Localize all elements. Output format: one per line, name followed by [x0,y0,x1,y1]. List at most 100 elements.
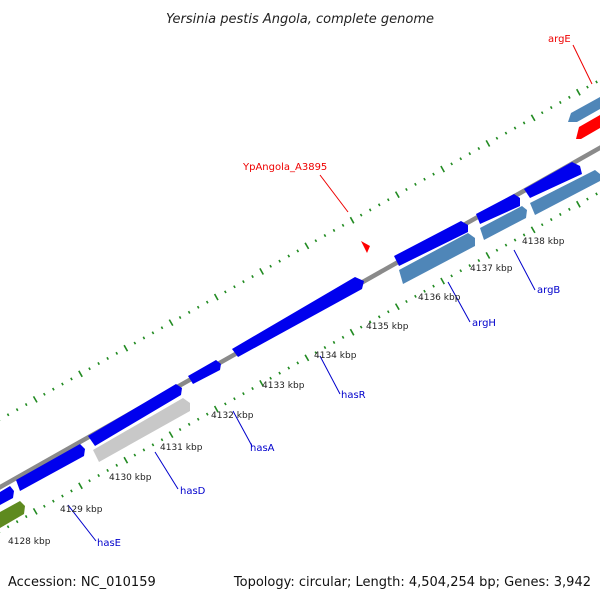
scale-tick [287,254,291,258]
kbp-label: 4132 kbp [211,411,254,421]
scale-tick [242,392,245,396]
scale-tick [468,152,472,156]
kbp-label: 4134 kbp [314,351,357,361]
scale-tick [595,192,598,196]
scale-tick [251,275,254,279]
scale-tick [513,126,517,130]
gene-label-argB[interactable]: argB [537,285,560,296]
feature-gene-hasE[interactable] [0,501,25,528]
scale-tick [540,111,544,115]
kbp-label: 4130 kbp [109,473,152,483]
leader-hasA [232,410,253,447]
gene-label-argE[interactable]: argE [548,34,571,45]
feature-gene-steel-1[interactable] [530,170,600,215]
scale-tick [522,121,526,125]
scale-tick [61,382,64,386]
gene-label-hasD[interactable]: hasD [180,486,206,497]
scale-tick [504,131,508,135]
scale-tick [32,395,38,403]
scale-tick [485,252,491,259]
feature-gene-blue-3[interactable] [394,221,468,266]
scale-tick [440,165,445,173]
scale-tick [386,310,390,314]
scale-tick [88,479,91,483]
scale-tick [151,443,155,447]
scale-tick [43,504,46,508]
gene-label-ypangola-a3895[interactable]: YpAngola_A3895 [242,162,327,173]
feature-gene-argB[interactable] [480,206,527,240]
scale-tick [477,259,481,263]
scale-tick [341,223,345,227]
scale-tick [586,197,589,201]
scale-tick [224,402,227,406]
scale-tick [88,367,91,371]
scale-tick [70,377,73,381]
scale-tick [178,428,182,431]
scale-tick [341,335,345,339]
scale-tick [97,474,100,478]
scale-tick [61,494,64,498]
feature-gene-blue-2[interactable] [476,194,520,224]
gene-label-hasE[interactable]: hasE [97,538,121,549]
scale-tick [296,249,300,253]
scale-tick [468,264,472,268]
scale-tick [405,299,408,304]
scale-tick [142,336,146,340]
scale-tick [196,305,200,309]
scale-tick [450,274,453,278]
leader-hasR [319,355,341,395]
scale-tick [78,370,83,378]
scale-tick [485,140,491,147]
feature-marker-ypangola-a3895[interactable] [361,241,370,253]
scale-tick [160,438,164,442]
kbp-label: 4129 kbp [60,505,103,515]
gene-label-hasR[interactable]: hasR [341,390,366,401]
scale-tick [595,80,598,84]
feature-gene-blue-7[interactable] [16,444,85,491]
scale-tick [459,157,463,161]
scale-tick [168,431,174,439]
scale-tick [368,320,372,324]
kbp-label: 4131 kbp [160,443,203,453]
scale-tick [133,453,137,457]
scale-tick [133,341,137,345]
feature-gene-hasR[interactable] [232,277,364,357]
scale-tick [251,387,254,391]
kbp-label: 4138 kbp [522,237,565,247]
scale-tick [106,356,109,360]
scale-tick [414,182,417,186]
scale-tick [224,290,227,294]
feature-gene-hasD[interactable] [93,398,190,462]
scale-tick [70,489,73,493]
scale-tick [52,499,55,503]
scale-tick [269,264,272,268]
scale-tick [450,162,453,166]
scale-tick [332,228,336,232]
feature-argE-lower[interactable] [576,115,600,139]
scale-tick [32,507,38,515]
scale-tick [513,238,517,242]
scale-tick [530,226,536,234]
inner-tick-track [0,192,598,533]
gene-label-hasA[interactable]: hasA [250,443,275,454]
feature-gene-blue-1[interactable] [524,162,582,198]
feature-gene-argH[interactable] [399,233,475,284]
feature-gene-blue-5[interactable] [188,360,221,384]
scale-tick [97,362,100,366]
scale-tick [549,218,553,222]
scale-tick [414,294,417,298]
scale-tick [178,316,182,319]
scale-tick [349,328,355,336]
leader-hasE [67,504,97,542]
gene-label-argH[interactable]: argH [472,318,496,329]
scale-tick [142,448,146,452]
feature-gene-hasA[interactable] [88,384,182,446]
scale-tick [586,85,589,89]
scale-tick [423,289,426,293]
feature-gene-blue-8[interactable] [0,486,14,505]
kbp-label: 4135 kbp [366,322,409,332]
scale-tick [495,248,499,252]
kbp-label: 4128 kbp [8,537,51,547]
feature-argE-upper[interactable] [568,97,600,122]
